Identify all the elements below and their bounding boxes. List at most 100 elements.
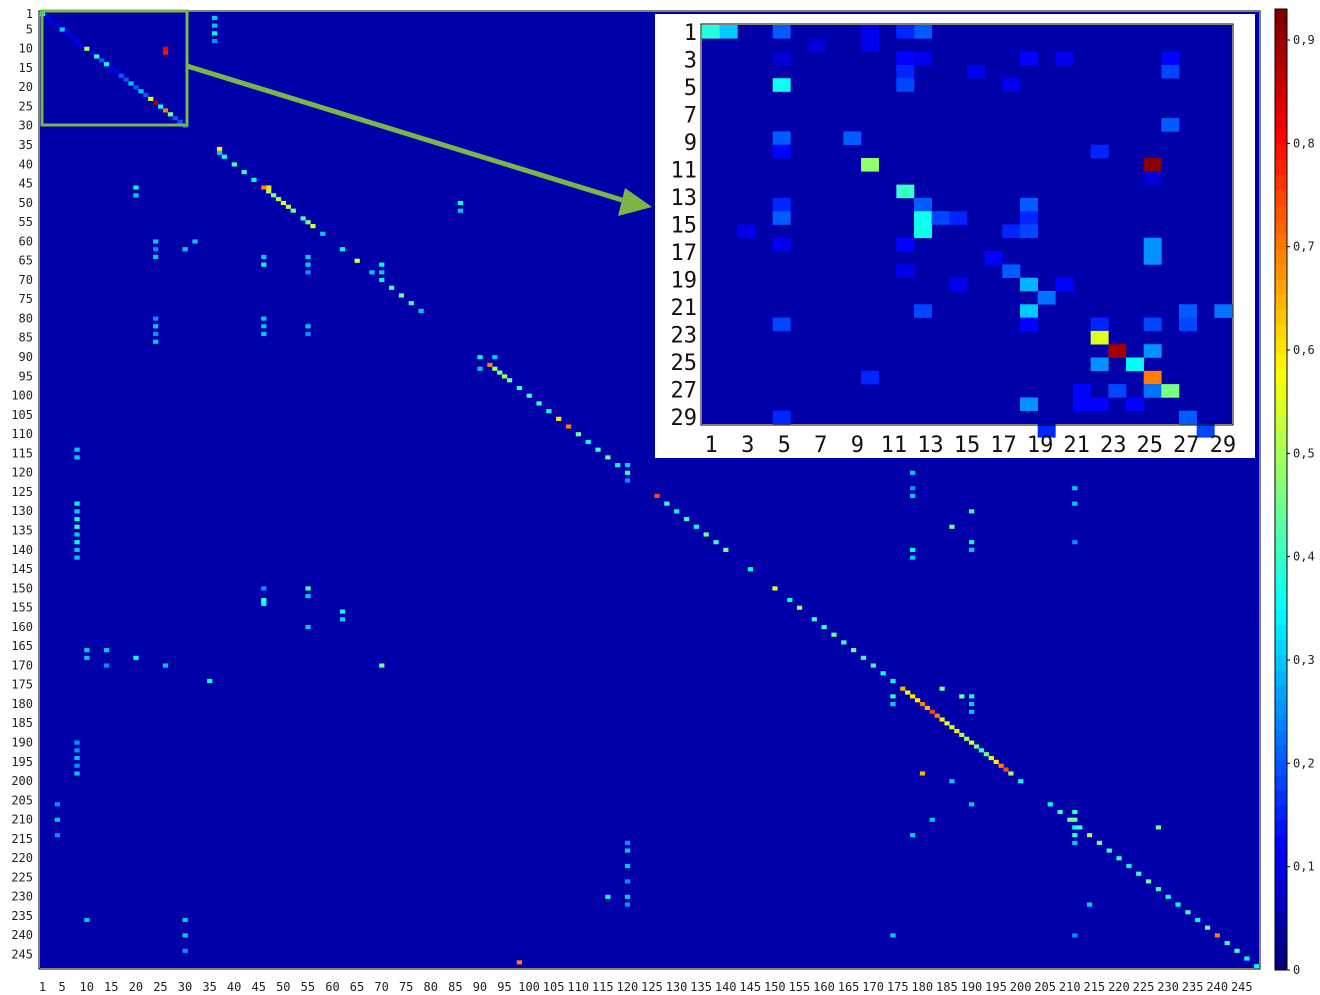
heatmap-cell [910, 470, 916, 475]
colorbar-step [1275, 354, 1287, 370]
heatmap-cell [949, 725, 955, 730]
heatmap-cell [74, 455, 80, 460]
y-tick-label: 70 [19, 273, 33, 287]
heatmap-cell [84, 46, 90, 51]
heatmap-cell [457, 208, 464, 213]
heatmap-cell [177, 119, 183, 125]
heatmap-cell [290, 208, 296, 213]
colorbar-step [1275, 594, 1287, 611]
heatmap-cell [492, 355, 498, 360]
inset-cell [1020, 317, 1038, 332]
inset-cell [1037, 291, 1056, 305]
inset-cell [896, 237, 915, 252]
heatmap-cell [1067, 817, 1073, 822]
inset-cell [861, 38, 879, 52]
heatmap-cell [305, 324, 311, 329]
heatmap-cell [74, 547, 80, 552]
inset-cell [772, 410, 791, 425]
zoom-inset: 1 3 5 7 9 11 13 15 17 19 21 23 25 27 29 13579111315171… [655, 14, 1255, 458]
x-tick-label: 165 [838, 980, 860, 994]
inset-cell [1143, 370, 1162, 385]
heatmap-cell [851, 648, 857, 653]
colorbar-step [1275, 264, 1287, 280]
inset-y-tick-label: 23 [671, 324, 698, 349]
heatmap-cell [305, 262, 311, 267]
heatmap-cell [118, 73, 124, 78]
colorbar-step [1275, 579, 1287, 596]
heatmap-cell [969, 709, 975, 714]
y-tick-label: 1 [26, 7, 33, 21]
colorbar-border [1274, 8, 1288, 971]
inset-cell [861, 158, 879, 172]
inset-cell [896, 64, 915, 79]
colorbar-step [1275, 639, 1287, 656]
heatmap-cell [74, 447, 80, 452]
colorbar-tick-label: 0 [1293, 963, 1300, 977]
y-tick-label: 60 [19, 234, 33, 248]
heatmap-cell [153, 239, 159, 244]
inset-x-tick-label: 21 [1063, 433, 1090, 458]
colorbar-tick-label: 0,3 [1293, 653, 1315, 667]
y-tick-label: 140 [11, 543, 33, 557]
heatmap-cell [674, 509, 680, 514]
y-tick-label: 115 [11, 446, 33, 460]
x-tick-label: 10 [79, 980, 93, 994]
inset-cell [914, 304, 932, 318]
heatmap-cell [369, 270, 375, 275]
heatmap-border [38, 10, 1261, 970]
heatmap-cell [251, 177, 257, 182]
inset-cell [772, 131, 791, 145]
colorbar-step [1275, 684, 1287, 701]
y-tick-label: 205 [11, 793, 33, 807]
heatmap-cell [919, 702, 926, 707]
colorbar-tick-label: 0,5 [1293, 446, 1315, 460]
heatmap-cell [1145, 879, 1152, 884]
y-tick-label: 135 [11, 523, 33, 537]
heatmap-cell [271, 193, 277, 198]
heatmap-cell [339, 617, 346, 622]
heatmap-cell [1008, 771, 1014, 776]
colorbar-tick-label: 0,7 [1293, 240, 1315, 254]
colorbar-step [1275, 549, 1287, 566]
heatmap-cell [1204, 925, 1211, 930]
heatmap-cell [108, 65, 115, 71]
heatmap-cell [172, 116, 178, 121]
y-tick-label: 10 [19, 42, 33, 56]
inset-cell [1143, 171, 1162, 185]
heatmap-cell [74, 516, 80, 522]
heatmap-cell [973, 744, 980, 749]
heatmap-cell [959, 732, 965, 737]
heatmap-cell [408, 301, 414, 306]
x-tick-label: 160 [813, 980, 835, 994]
inset-cell [1002, 224, 1021, 239]
x-tick-label: 205 [1034, 980, 1056, 994]
inset-cell [1214, 304, 1233, 318]
heatmap-cell [305, 254, 311, 259]
colorbar-step [1275, 804, 1287, 821]
inset-cell [931, 211, 950, 225]
colorbar-step [1275, 624, 1287, 641]
x-tick-label: 220 [1108, 980, 1130, 994]
heatmap-cell [261, 601, 267, 606]
inset-x-tick-label: 9 [851, 433, 864, 458]
inset-y-tick-label: 27 [671, 379, 698, 404]
inset-y-tick-label: 15 [671, 214, 698, 239]
heatmap-cell [388, 285, 395, 290]
colorbar-step [1275, 99, 1287, 115]
inset-cell [1002, 78, 1021, 92]
x-tick-label: 185 [936, 980, 958, 994]
colorbar-step [1275, 504, 1287, 521]
heatmap-cell [654, 493, 660, 498]
heatmap-cell [74, 555, 80, 560]
heatmap-cell [74, 509, 80, 514]
heatmap-cell [497, 370, 503, 375]
heatmap-cell [1195, 917, 1201, 923]
inset-border [700, 23, 1234, 426]
heatmap-cell [1116, 856, 1122, 861]
heatmap-cell [339, 247, 346, 252]
heatmap-cell [310, 224, 316, 229]
inset-cell [772, 317, 791, 332]
y-tick-label: 15 [19, 61, 33, 75]
inset-cell [1126, 397, 1144, 411]
heatmap-cell [624, 840, 631, 845]
